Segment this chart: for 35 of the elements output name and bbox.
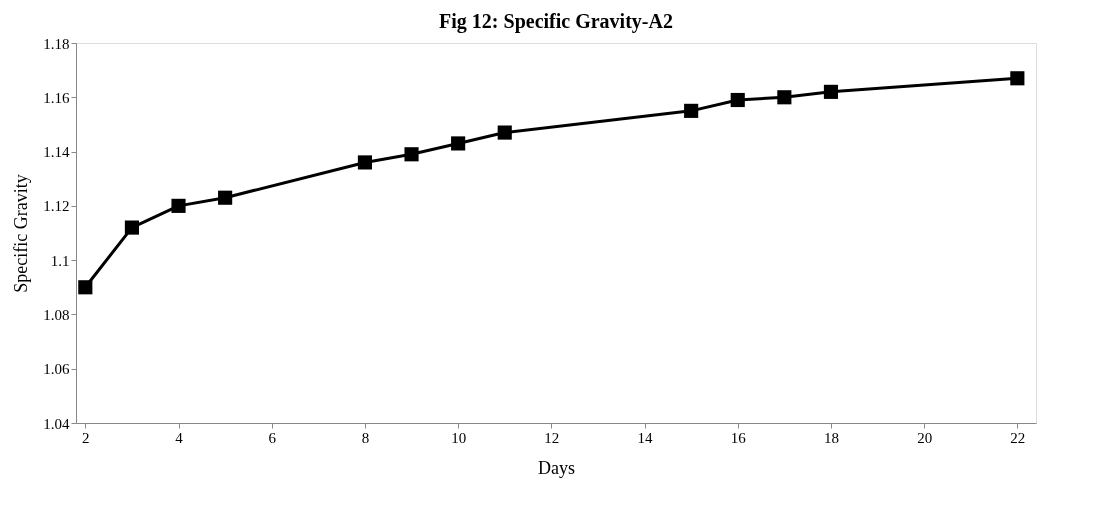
y-tick-label: 1.1 <box>50 252 70 269</box>
x-tick-label: 2 <box>82 429 90 446</box>
point <box>404 147 419 162</box>
x-tick-label: 4 <box>175 429 184 446</box>
point <box>451 136 466 151</box>
y-tick-label: 1.12 <box>43 198 70 215</box>
point <box>357 155 372 170</box>
y-axis-title: Specific Gravity <box>11 174 32 293</box>
x-tick-label: 16 <box>730 429 747 446</box>
point <box>218 190 233 205</box>
x-tick-label: 18 <box>823 429 839 446</box>
point <box>78 280 93 295</box>
point <box>777 90 792 105</box>
x-tick-label: 22 <box>1010 429 1026 446</box>
point <box>171 198 186 213</box>
y-tick-label: 1.16 <box>43 89 70 106</box>
x-tick-label: 20 <box>917 429 933 446</box>
x-tick-label: 12 <box>544 429 560 446</box>
y-tick-label: 1.14 <box>43 144 70 161</box>
point <box>497 125 512 140</box>
point <box>124 220 139 235</box>
y-tick-label: 1.18 <box>43 35 70 52</box>
x-tick-label: 14 <box>637 429 654 446</box>
y-tick-label: 1.06 <box>43 361 70 378</box>
y-tick-label: 1.04 <box>43 415 70 432</box>
x-tick-label: 8 <box>361 429 370 446</box>
x-tick-label: 10 <box>451 429 467 446</box>
point <box>730 92 745 108</box>
x-tick-label: 6 <box>268 429 277 446</box>
x-axis-title: Days <box>538 457 575 478</box>
y-tick-label: 1.08 <box>43 306 70 323</box>
chart-title: Fig 12: Specific Gravity-A2 <box>439 10 673 33</box>
point <box>823 84 839 99</box>
point <box>684 103 699 118</box>
point <box>1010 71 1025 86</box>
